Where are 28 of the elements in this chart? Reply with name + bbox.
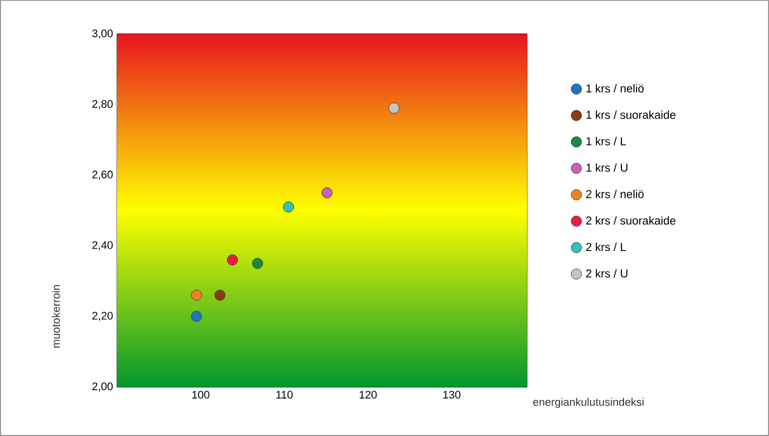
- x-tick-label: 130: [443, 390, 460, 399]
- legend-label: 1 krs / neliö: [586, 84, 644, 92]
- point: [214, 290, 226, 301]
- legend-label: 1 krs / L: [586, 136, 626, 146]
- y-tick-label: 2,60: [92, 170, 113, 180]
- x-tick-label: 120: [360, 390, 377, 399]
- point: [322, 187, 332, 198]
- point: [388, 102, 400, 114]
- legend-label: 1 krs / suorakaide: [586, 110, 676, 119]
- legend-label: 2 krs / U: [586, 269, 628, 278]
- y-tick-label: 2,80: [92, 100, 113, 110]
- y-tick-label: 2,00: [92, 382, 113, 392]
- y-axis-title: muotokerroin: [52, 285, 60, 348]
- point: [283, 202, 294, 212]
- y-tick-label: 2,40: [92, 241, 113, 250]
- point: [191, 310, 202, 322]
- legend-label: 2 krs / neliö: [586, 190, 644, 198]
- legend-label: 1 krs / U: [586, 163, 628, 172]
- legend-label: 2 krs / suorakaide: [586, 216, 676, 225]
- y-tick-label: 3,00: [92, 29, 113, 39]
- y-tick-label: 2,20: [92, 312, 113, 321]
- point: [227, 254, 238, 266]
- x-axis-title: energiankulutusindeksi: [533, 398, 644, 408]
- legend-label: 2 krs / L: [586, 242, 626, 252]
- point: [191, 290, 202, 301]
- x-tick-label: 110: [276, 390, 293, 399]
- x-tick-label: 100: [192, 390, 210, 399]
- point: [252, 258, 264, 269]
